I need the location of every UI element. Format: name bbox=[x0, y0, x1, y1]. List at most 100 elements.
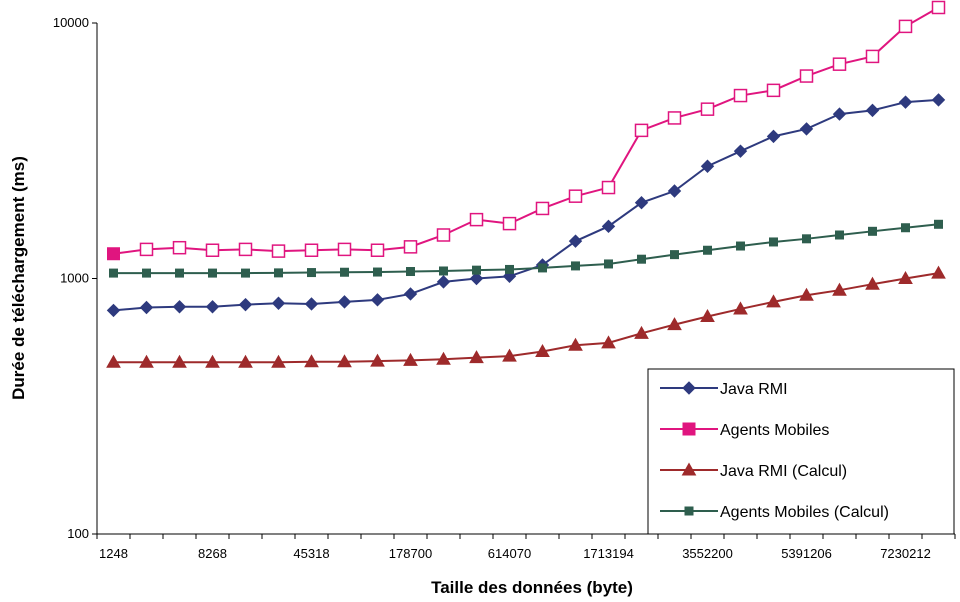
series-3 bbox=[106, 265, 946, 368]
x-tick-label: 7230212 bbox=[880, 546, 931, 561]
x-tick-label: 1713194 bbox=[583, 546, 634, 561]
legend-item: Java RMI bbox=[660, 381, 788, 398]
data-point bbox=[766, 129, 781, 144]
legend-swatch-marker bbox=[684, 506, 694, 516]
data-point bbox=[700, 102, 715, 116]
data-point bbox=[601, 335, 616, 349]
data-point bbox=[931, 265, 946, 279]
data-point bbox=[769, 237, 778, 247]
data-point bbox=[205, 354, 220, 368]
legend-item: Java RMI (Calcul) bbox=[660, 462, 847, 480]
series-4 bbox=[109, 219, 943, 278]
data-point bbox=[766, 83, 781, 98]
series-line bbox=[113, 272, 939, 364]
x-axis-title: Taille des données (byte) bbox=[431, 578, 633, 597]
data-point bbox=[142, 268, 151, 278]
data-point bbox=[172, 300, 187, 314]
data-point bbox=[733, 88, 748, 103]
data-point bbox=[436, 351, 451, 365]
data-point bbox=[307, 268, 316, 278]
data-point bbox=[139, 300, 154, 315]
data-point bbox=[337, 242, 352, 257]
data-point bbox=[304, 243, 319, 257]
data-point bbox=[601, 180, 616, 195]
data-point bbox=[799, 69, 814, 83]
series-line bbox=[113, 98, 939, 312]
data-point bbox=[208, 268, 217, 278]
x-tick-label: 614070 bbox=[488, 546, 531, 561]
legend-box bbox=[647, 368, 955, 535]
y-tick-label: 100 bbox=[67, 526, 89, 541]
data-point bbox=[403, 352, 418, 366]
data-point bbox=[802, 234, 811, 244]
data-point bbox=[274, 268, 283, 278]
data-point bbox=[238, 242, 253, 257]
data-point bbox=[406, 267, 415, 277]
data-point bbox=[832, 107, 847, 121]
data-point bbox=[370, 353, 385, 367]
data-point bbox=[700, 159, 715, 173]
data-point bbox=[106, 303, 121, 318]
data-point bbox=[340, 267, 349, 277]
data-point bbox=[304, 297, 319, 311]
legend-swatch-marker bbox=[682, 422, 696, 436]
data-point bbox=[172, 354, 187, 368]
data-point bbox=[835, 230, 844, 240]
data-point bbox=[373, 267, 382, 277]
data-point bbox=[799, 122, 814, 136]
data-point bbox=[271, 244, 286, 258]
data-point bbox=[868, 226, 877, 236]
data-point bbox=[865, 49, 880, 64]
data-point bbox=[205, 300, 220, 314]
data-point bbox=[568, 234, 583, 248]
data-point bbox=[172, 240, 187, 255]
x-tick-label: 3552200 bbox=[682, 546, 733, 561]
data-point bbox=[634, 325, 649, 339]
x-tick-label: 8268 bbox=[198, 546, 227, 561]
legend-label: Agents Mobiles (Calcul) bbox=[720, 504, 889, 521]
data-point bbox=[436, 275, 451, 289]
data-point bbox=[736, 241, 745, 251]
data-point bbox=[931, 93, 946, 107]
data-point bbox=[109, 268, 118, 278]
y-tick-label: 1000 bbox=[60, 271, 89, 286]
data-point bbox=[469, 212, 484, 227]
data-point bbox=[604, 259, 613, 269]
legend-item: Agents Mobiles bbox=[660, 422, 829, 439]
data-point bbox=[700, 308, 715, 323]
data-point bbox=[304, 354, 319, 368]
data-point bbox=[205, 243, 220, 257]
data-point bbox=[175, 268, 184, 278]
data-point bbox=[403, 240, 418, 254]
data-point bbox=[934, 219, 943, 229]
x-axis-ticks: 1248 8268 45318 178700 614070 1713194 3552200 5… bbox=[96, 534, 956, 561]
series-2 bbox=[107, 0, 946, 261]
y-tick-label: 10000 bbox=[53, 15, 89, 30]
data-point bbox=[733, 301, 748, 315]
data-point bbox=[505, 264, 514, 274]
data-point bbox=[634, 195, 649, 210]
legend-label: Java RMI (Calcul) bbox=[720, 463, 847, 480]
data-point bbox=[667, 111, 682, 125]
data-point bbox=[766, 294, 781, 308]
data-point bbox=[733, 144, 748, 158]
data-point bbox=[667, 317, 682, 331]
x-tick-label: 178700 bbox=[389, 546, 432, 561]
data-point bbox=[898, 270, 913, 284]
data-point bbox=[271, 354, 286, 368]
series-line bbox=[113, 223, 939, 275]
y-axis-ticks: 100 1000 10000 bbox=[53, 15, 97, 541]
data-point bbox=[901, 223, 910, 233]
data-point bbox=[931, 0, 946, 15]
data-point bbox=[238, 354, 253, 368]
data-point bbox=[107, 247, 120, 261]
x-tick-label: 5391206 bbox=[781, 546, 832, 561]
data-point bbox=[337, 354, 352, 368]
series-line bbox=[113, 6, 939, 255]
data-point bbox=[703, 245, 712, 255]
data-point bbox=[271, 296, 286, 310]
legend-item: Agents Mobiles (Calcul) bbox=[660, 504, 889, 521]
x-tick-label: 1248 bbox=[99, 546, 128, 561]
data-point bbox=[436, 228, 451, 242]
